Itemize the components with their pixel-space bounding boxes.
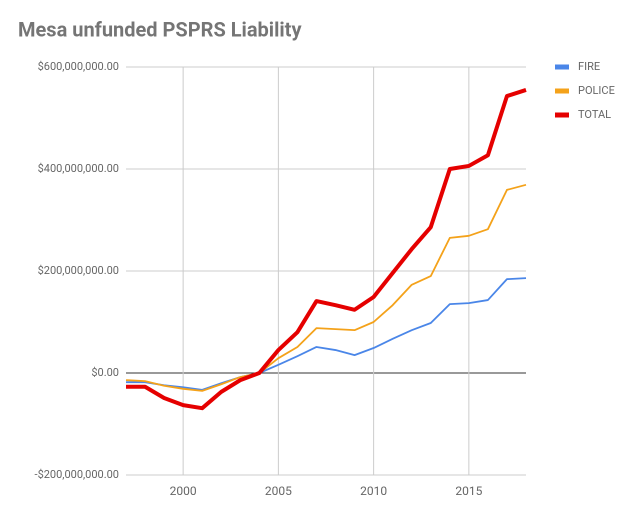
y-tick-label: $0.00 <box>91 366 119 379</box>
legend-label: POLICE <box>578 84 615 97</box>
y-tick-label: $600,000,000.00 <box>38 60 119 73</box>
series-line <box>126 88 527 411</box>
y-tick-label: -$200,000,000.00 <box>35 468 119 481</box>
series-line <box>126 277 527 391</box>
legend-swatch <box>555 88 569 94</box>
chart-title: Mesa unfunded PSPRS Liability <box>18 17 302 41</box>
x-tick-label: 2010 <box>360 484 387 498</box>
x-tick-label: 2015 <box>455 484 482 498</box>
x-tick-label: 2000 <box>170 484 197 498</box>
legend-swatch <box>555 64 569 70</box>
series-line <box>125 183 527 392</box>
legend-label: FIRE <box>578 60 600 73</box>
y-tick-label: $200,000,000.00 <box>38 264 119 277</box>
legend-label: TOTAL <box>578 108 611 121</box>
x-tick-label: 2005 <box>265 484 292 498</box>
legend-swatch <box>555 112 569 118</box>
y-tick-label: $400,000,000.00 <box>38 162 119 175</box>
